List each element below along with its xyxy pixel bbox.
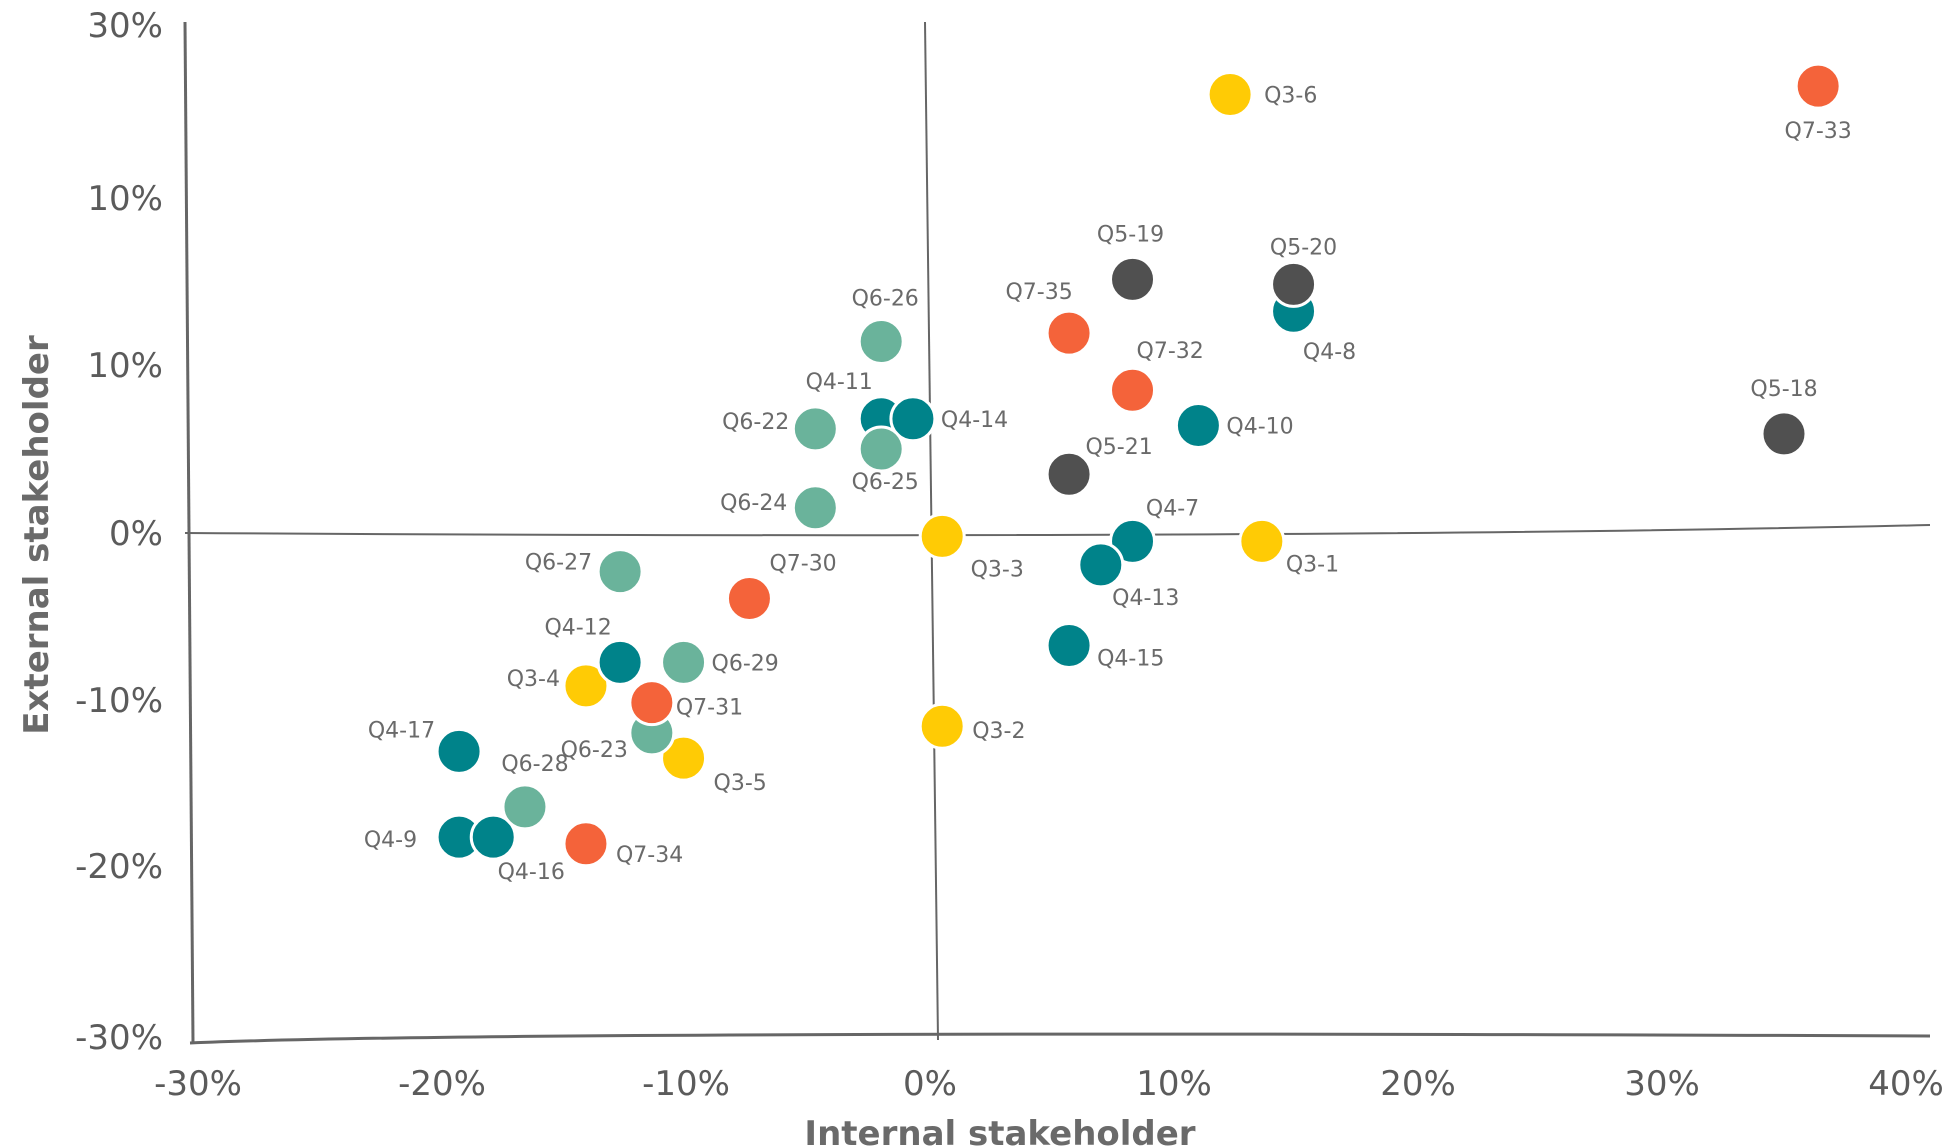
point-q4-10 xyxy=(1174,401,1222,449)
point-q6-25 xyxy=(857,425,905,473)
point-q3-4 xyxy=(562,662,610,710)
axes xyxy=(183,21,1931,1045)
point-q7-32 xyxy=(1109,366,1157,414)
point-label: Q4-9 xyxy=(364,828,417,853)
point-q5-21 xyxy=(1045,450,1093,498)
point-label: Q7-34 xyxy=(616,843,683,868)
y-tick-label: 10% xyxy=(87,346,163,386)
x-axis-title: Internal stakeholder xyxy=(804,1114,1195,1146)
point-labels: Q3-1 Q3-2 Q3-3 Q3-4 Q3-5 Q3-6 Q4-7 Q4-8 Q4-9 Q4-1… xyxy=(364,84,1852,886)
point-q7-30 xyxy=(725,575,773,623)
point-q6-29 xyxy=(660,638,708,686)
point-q4-14 xyxy=(889,395,937,443)
y-axis-line xyxy=(183,21,195,1044)
point-label: Q6-28 xyxy=(501,752,568,777)
point-label: Q6-22 xyxy=(722,410,789,435)
y-tick-label: -20% xyxy=(75,847,163,887)
point-q5-20 xyxy=(1270,260,1318,308)
y-tick-labels: 30% 10% 10% 0% -10% -20% -30% xyxy=(75,6,163,1058)
point-label: Q6-23 xyxy=(561,738,628,763)
point-label: Q3-6 xyxy=(1264,84,1317,109)
point-label: Q4-16 xyxy=(498,860,565,885)
x-tick-label: -20% xyxy=(398,1064,486,1104)
x-axis-line xyxy=(189,1032,1931,1045)
point-q3-6 xyxy=(1206,71,1254,119)
y-tick-label: -10% xyxy=(75,681,163,721)
point-q3-2 xyxy=(918,702,966,750)
point-label: Q3-3 xyxy=(971,557,1024,582)
point-q3-3 xyxy=(918,512,966,560)
point-q7-33 xyxy=(1794,62,1842,110)
point-q6-28 xyxy=(501,783,549,831)
point-q5-19 xyxy=(1109,255,1157,303)
x-tick-label: -30% xyxy=(154,1064,242,1104)
x-tick-label: 40% xyxy=(1868,1064,1944,1104)
point-label: Q7-30 xyxy=(769,552,836,577)
x-tick-label: 20% xyxy=(1380,1064,1456,1104)
point-label: Q6-29 xyxy=(712,651,779,676)
point-q5-18 xyxy=(1760,410,1808,458)
point-label: Q4-13 xyxy=(1112,586,1179,611)
point-label: Q6-25 xyxy=(852,470,919,495)
point-label: Q5-20 xyxy=(1270,235,1337,260)
point-label: Q4-14 xyxy=(941,408,1008,433)
point-label: Q5-19 xyxy=(1097,222,1164,247)
point-label: Q4-8 xyxy=(1303,340,1356,365)
y-tick-label: 0% xyxy=(109,514,163,554)
point-q7-35 xyxy=(1045,309,1093,357)
point-label: Q7-31 xyxy=(676,696,743,721)
point-label: Q4-10 xyxy=(1226,414,1293,439)
point-q3-5 xyxy=(660,734,708,782)
y-tick-label: 10% xyxy=(87,179,163,219)
point-q4-15 xyxy=(1045,622,1093,670)
x-tick-label: 10% xyxy=(1136,1064,1212,1104)
data-points xyxy=(435,62,1842,868)
point-label: Q5-21 xyxy=(1085,435,1152,460)
zero-horizontal-line xyxy=(184,524,1931,537)
point-label: Q6-27 xyxy=(525,551,592,576)
x-tick-label: 30% xyxy=(1624,1064,1700,1104)
point-q4-13 xyxy=(1077,541,1125,589)
point-q6-22 xyxy=(791,405,839,453)
point-label: Q4-7 xyxy=(1146,496,1199,521)
point-label: Q5-18 xyxy=(1750,377,1817,402)
point-label: Q4-15 xyxy=(1097,647,1164,672)
point-q4-16 xyxy=(469,813,517,861)
point-q6-24 xyxy=(791,484,839,532)
point-label: Q3-5 xyxy=(714,771,767,796)
point-q6-27 xyxy=(596,548,644,596)
x-tick-labels: -30% -20% -10% 0% 10% 20% 30% 40% xyxy=(154,1064,1944,1104)
point-q4-12 xyxy=(596,638,644,686)
point-label: Q3-4 xyxy=(507,667,560,692)
point-label: Q7-33 xyxy=(1785,119,1852,144)
x-tick-label: -10% xyxy=(642,1064,730,1104)
x-tick-label: 0% xyxy=(903,1064,957,1104)
point-label: Q6-24 xyxy=(720,491,787,516)
point-label: Q4-12 xyxy=(544,615,611,640)
point-q4-7 xyxy=(1109,517,1157,565)
point-label: Q3-2 xyxy=(972,719,1025,744)
point-label: Q3-1 xyxy=(1286,552,1339,577)
point-label: Q4-17 xyxy=(368,718,435,743)
point-q6-26 xyxy=(857,317,905,365)
point-q4-17 xyxy=(435,727,483,775)
point-q7-31 xyxy=(628,679,676,727)
y-tick-label: -30% xyxy=(75,1018,163,1058)
point-q3-1 xyxy=(1238,517,1286,565)
point-label: Q7-32 xyxy=(1137,339,1204,364)
point-label: Q4-11 xyxy=(806,370,873,395)
y-axis-title: External stakeholder xyxy=(17,335,57,735)
point-label: Q7-35 xyxy=(1005,280,1072,305)
point-q7-34 xyxy=(562,820,610,868)
y-tick-label: 30% xyxy=(87,6,163,46)
point-label: Q6-26 xyxy=(852,286,919,311)
